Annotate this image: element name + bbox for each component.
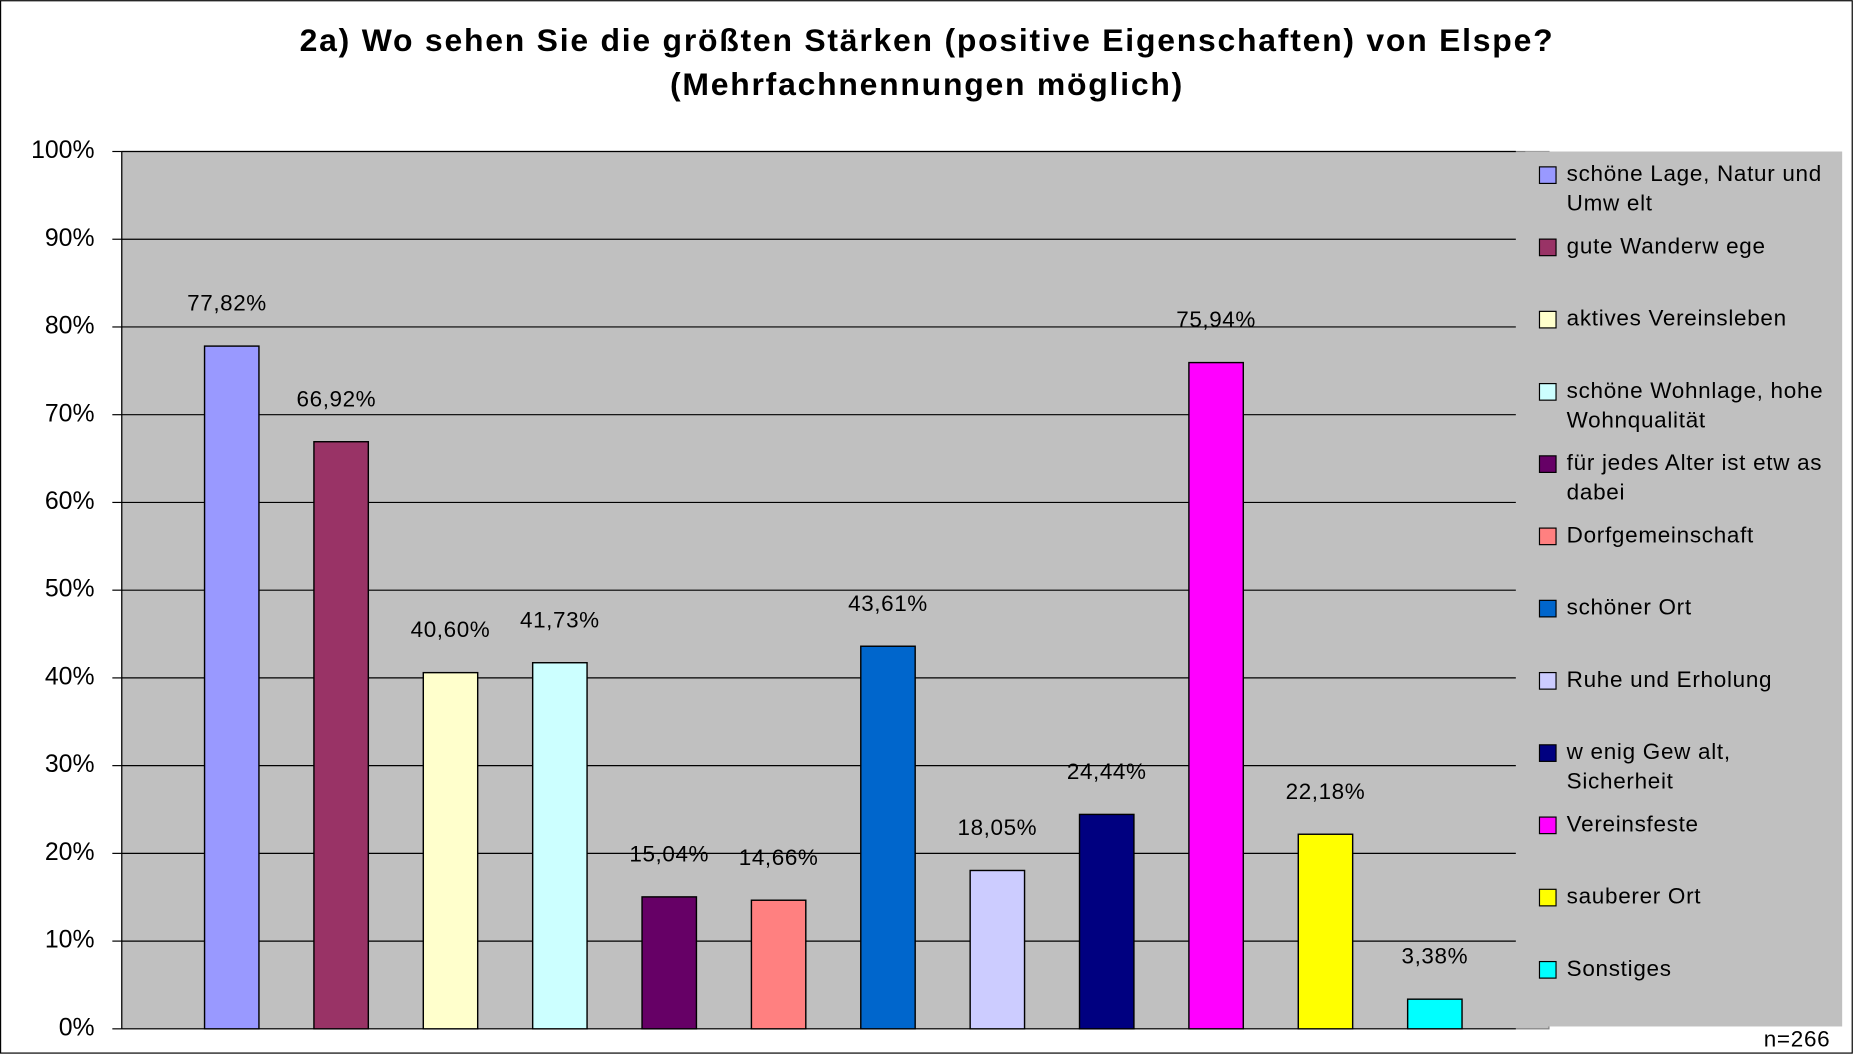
legend-swatch [1538, 671, 1557, 690]
y-tick-label: 30% [45, 751, 95, 778]
legend-label: gute Wanderw ege [1567, 233, 1766, 258]
y-tick-label: 50% [45, 576, 95, 603]
value-label: 66,92% [297, 386, 377, 411]
y-tick-label: 100% [31, 137, 95, 164]
legend-swatch [1538, 599, 1557, 618]
legend-line: Umw elt [1567, 191, 1653, 216]
y-tick-label: 0% [59, 1014, 95, 1041]
chart-title: 2a) Wo sehen Sie die größten Stärken (po… [300, 22, 1555, 58]
bar [1188, 361, 1245, 1030]
legend-swatch [1538, 166, 1557, 185]
value-label: 14,66% [739, 845, 819, 870]
value-label: 41,73% [520, 607, 600, 632]
value-label: 75,94% [1176, 307, 1256, 332]
bar [313, 441, 370, 1030]
legend-label: Dorfgemeinschaft [1567, 522, 1754, 547]
bar [860, 645, 916, 1030]
value-label: 40,60% [411, 617, 491, 642]
legend-line: schöne Lage, Natur und [1567, 161, 1822, 186]
legend-label: für jedes Alter ist etw as dabei [1567, 450, 1823, 505]
y-tick-label: 70% [45, 400, 95, 427]
legend-label: w enig Gew alt, Sicherheit [1566, 739, 1731, 794]
legend-label: Vereinsfeste [1567, 811, 1699, 836]
legend-label: schöner Ort [1567, 595, 1692, 620]
legend-line: sauberer Ort [1567, 884, 1702, 909]
value-label: 15,04% [629, 841, 709, 866]
y-tick-label: 20% [45, 839, 95, 866]
value-label: 24,44% [1067, 759, 1147, 784]
legend-line: für jedes Alter ist etw as [1567, 450, 1823, 475]
legend-swatch [1538, 816, 1557, 835]
y-tick-label: 40% [45, 663, 95, 690]
y-tick-label: 10% [45, 927, 95, 954]
legend-line: Sicherheit [1567, 769, 1674, 794]
legend-line: Sonstiges [1567, 956, 1672, 981]
legend-label: schöne Lage, Natur und Umw elt [1567, 161, 1822, 216]
legend-label: sauberer Ort [1567, 884, 1702, 909]
legend-line: Dorfgemeinschaft [1567, 522, 1754, 547]
legend-label: Ruhe und Erholung [1567, 667, 1773, 692]
legend-swatch [1538, 527, 1557, 546]
legend-label: schöne Wohnlage, hohe Wohnqualität [1567, 378, 1824, 433]
legend-line: w enig Gew alt, [1566, 739, 1731, 764]
y-tick-label: 80% [45, 313, 95, 340]
value-label: 18,05% [958, 815, 1038, 840]
legend-swatch [1538, 744, 1557, 762]
legend-line: dabei [1567, 480, 1626, 505]
legend-line: schöne Wohnlage, hohe [1567, 378, 1824, 403]
sample-size: n=266 [1764, 1027, 1831, 1052]
bar [1406, 998, 1463, 1030]
value-label: 22,18% [1286, 779, 1366, 804]
legend-label: Sonstiges [1567, 956, 1672, 981]
legend-swatch [1538, 238, 1557, 257]
legend-line: schöner Ort [1567, 595, 1692, 620]
bar [641, 896, 698, 1030]
legend-line: gute Wanderw ege [1567, 233, 1766, 258]
y-tick-label: 90% [45, 225, 95, 252]
legend-label: aktives Vereinsleben [1567, 306, 1787, 331]
legend-line: Ruhe und Erholung [1567, 667, 1773, 692]
legend-line: Vereinsfeste [1567, 811, 1699, 836]
legend-swatch [1538, 960, 1557, 979]
legend-swatch [1538, 888, 1557, 907]
legend-swatch [1538, 383, 1557, 401]
bar [1297, 833, 1354, 1030]
legend-line: Wohnqualität [1567, 407, 1706, 432]
bar [1078, 813, 1135, 1030]
legend-swatch [1538, 310, 1557, 329]
legend-box [1525, 151, 1843, 1027]
chart-subtitle: (Mehrfachnennungen möglich) [670, 66, 1184, 102]
bar [750, 899, 807, 1030]
bar [203, 345, 260, 1030]
bar [422, 671, 479, 1030]
value-label: 3,38% [1402, 944, 1469, 969]
bar [531, 662, 588, 1030]
value-label: 43,61% [848, 591, 928, 616]
y-tick-label: 60% [45, 488, 95, 515]
value-label: 77,82% [187, 291, 267, 316]
legend-swatch [1538, 455, 1557, 473]
bar [969, 869, 1026, 1030]
legend-line: aktives Vereinsleben [1567, 306, 1787, 331]
